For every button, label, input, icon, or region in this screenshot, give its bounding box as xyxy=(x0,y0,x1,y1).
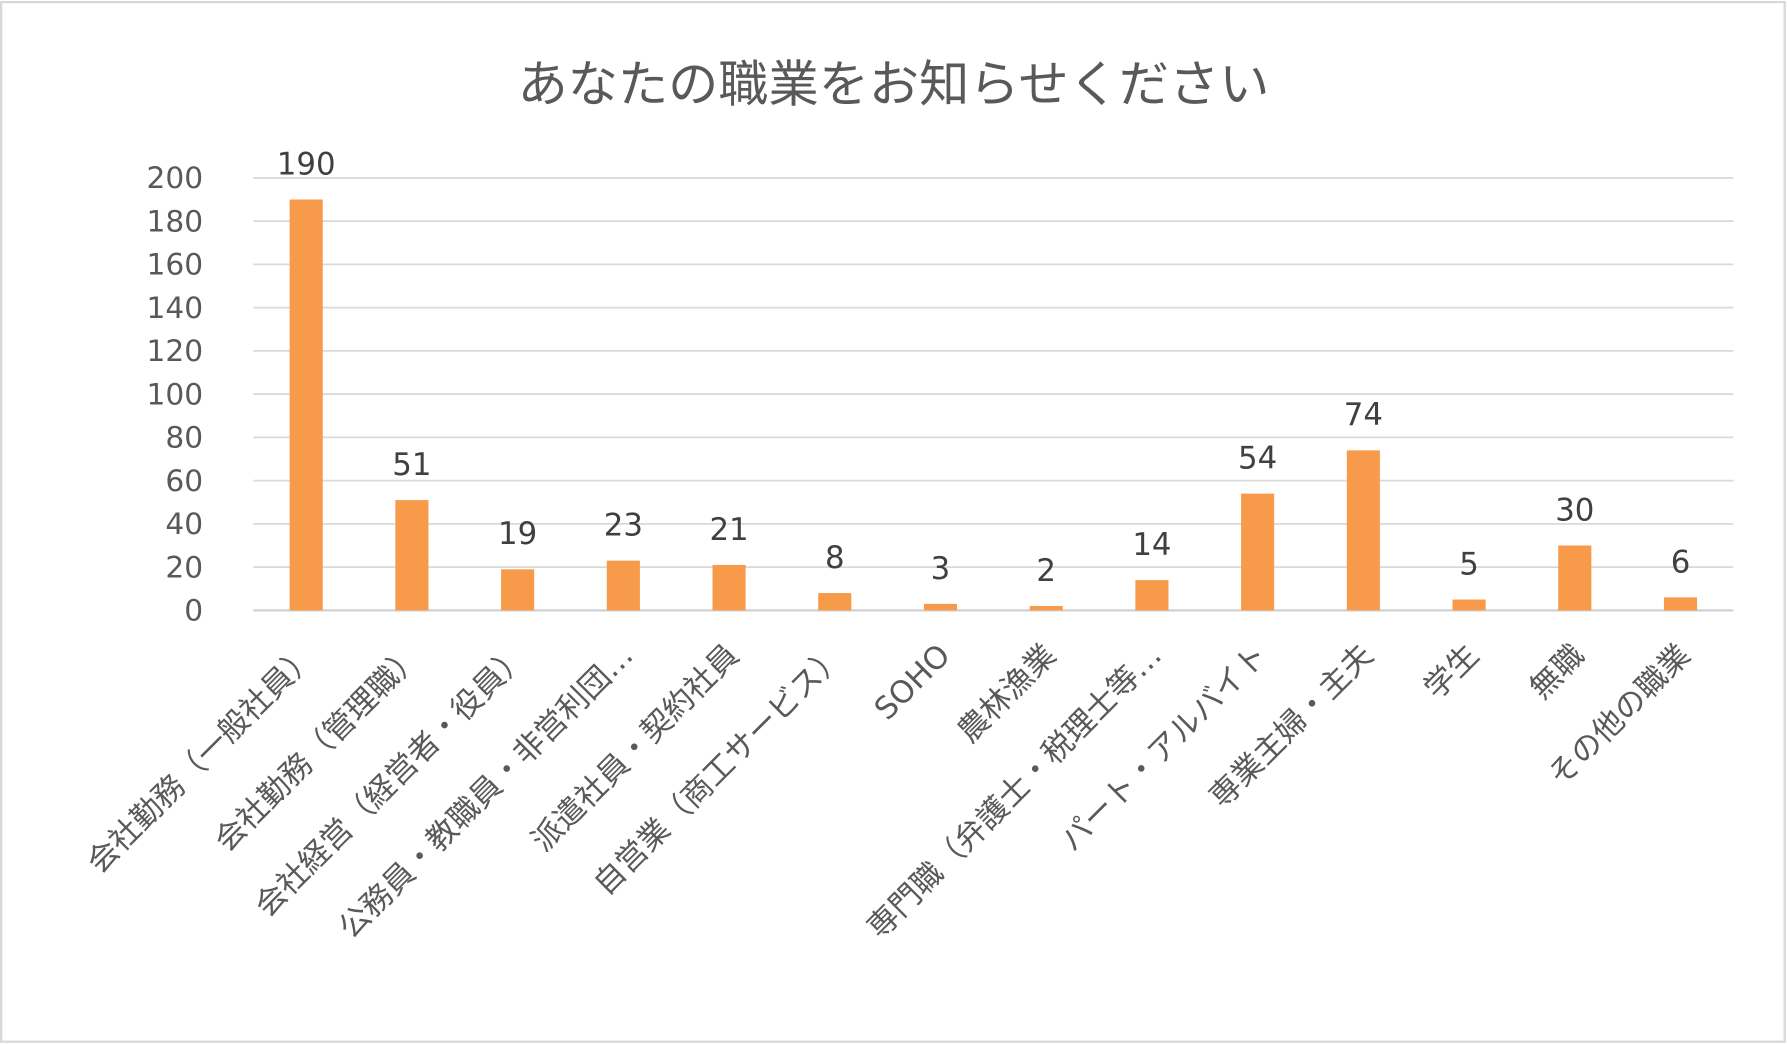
y-tick-label: 100 xyxy=(147,376,204,411)
bar xyxy=(1663,597,1698,611)
y-tick-label: 180 xyxy=(147,203,204,238)
bar xyxy=(923,603,958,611)
y-tick-label: 20 xyxy=(165,549,203,584)
data-label: 14 xyxy=(1132,527,1171,563)
data-label: 21 xyxy=(709,512,748,548)
bar xyxy=(1558,545,1592,611)
data-label: 54 xyxy=(1238,440,1277,476)
y-tick-label: 140 xyxy=(147,290,204,325)
bar xyxy=(1241,493,1275,611)
y-tick-label: 200 xyxy=(147,160,204,195)
y-tick-label: 40 xyxy=(165,506,203,541)
bar xyxy=(395,500,429,611)
y-tick-label: 60 xyxy=(165,463,203,498)
y-tick-label: 160 xyxy=(147,247,204,282)
y-tick-label: 80 xyxy=(165,420,203,455)
bar xyxy=(1135,580,1169,611)
bar xyxy=(712,564,746,611)
bar xyxy=(818,593,852,611)
data-label: 19 xyxy=(498,516,537,552)
y-tick-label: 120 xyxy=(147,333,204,368)
bar xyxy=(606,560,640,611)
data-label: 23 xyxy=(604,508,643,544)
data-label: 51 xyxy=(392,447,431,483)
bar xyxy=(1029,606,1063,611)
y-tick-label: 0 xyxy=(184,593,203,628)
data-label: 190 xyxy=(277,146,336,182)
bar xyxy=(501,569,535,611)
data-label: 6 xyxy=(1671,544,1691,580)
data-label: 74 xyxy=(1344,397,1383,433)
data-label: 3 xyxy=(931,551,951,587)
bar xyxy=(1452,599,1486,611)
chart-title: あなたの職業をお知らせください xyxy=(518,54,1270,113)
data-label: 8 xyxy=(825,540,845,576)
data-label: 5 xyxy=(1459,546,1479,582)
data-label: 30 xyxy=(1555,492,1594,528)
data-label: 2 xyxy=(1036,553,1056,589)
bar xyxy=(289,199,323,611)
bar xyxy=(1346,450,1380,611)
